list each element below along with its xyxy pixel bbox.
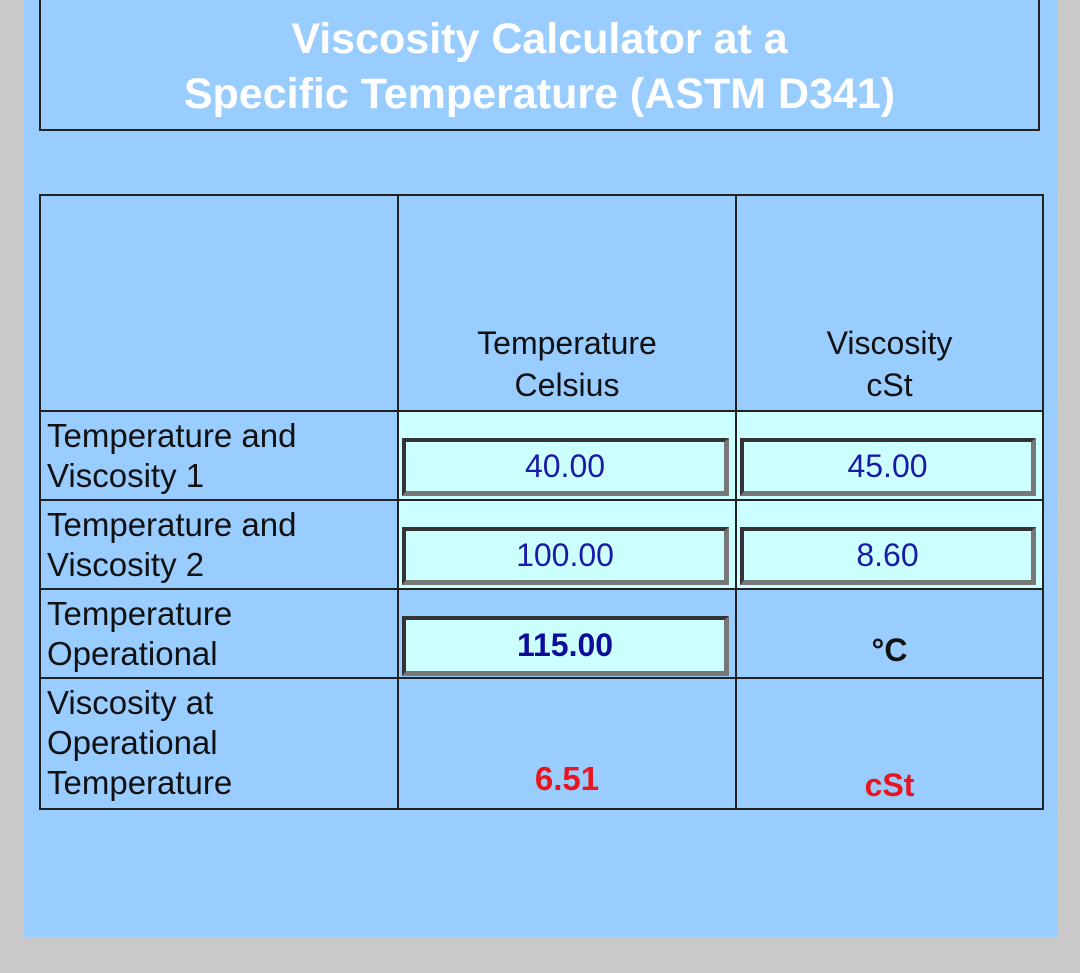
calculator-table: Temperature Celsius Viscosity cSt Temper… <box>39 194 1044 810</box>
row-2-label: Temperature and Viscosity 2 <box>39 499 399 590</box>
viscosity-2-input[interactable] <box>744 537 1031 574</box>
header-temperature-title: Temperature <box>477 325 657 361</box>
table-row-1: Temperature and Viscosity 1 <box>39 410 1044 501</box>
title-box: Viscosity Calculator at a Specific Tempe… <box>39 0 1040 131</box>
row-2-label-line-2: Viscosity 2 <box>47 545 205 583</box>
result-label: Viscosity at Operational Temperature <box>39 677 399 810</box>
operational-label-line-1: Temperature <box>47 594 233 632</box>
operational-temperature-input[interactable] <box>406 627 724 664</box>
temperature-2-field[interactable] <box>402 527 729 585</box>
result-label-line-3: Temperature <box>47 764 233 801</box>
result-label-line-1: Viscosity at <box>47 684 214 721</box>
operational-row: Temperature Operational °C <box>39 588 1044 679</box>
viscosity-1-field[interactable] <box>740 438 1036 496</box>
temperature-1-field[interactable] <box>402 438 729 496</box>
operational-temperature-cell <box>397 588 737 679</box>
row-1-label: Temperature and Viscosity 1 <box>39 410 399 501</box>
row-1-label-line-1: Temperature and <box>47 416 297 454</box>
viscosity-1-input[interactable] <box>744 448 1031 485</box>
header-viscosity: Viscosity cSt <box>735 194 1044 412</box>
row-1-temperature-cell <box>397 410 737 501</box>
result-value: 6.51 <box>397 677 737 810</box>
operational-temperature-field[interactable] <box>402 616 729 676</box>
operational-label-line-2: Operational <box>47 634 218 672</box>
temperature-2-input[interactable] <box>406 537 724 574</box>
operational-unit: °C <box>735 588 1044 679</box>
operational-label: Temperature Operational <box>39 588 399 679</box>
row-1-viscosity-cell <box>735 410 1044 501</box>
page-title: Viscosity Calculator at a Specific Tempe… <box>184 12 895 122</box>
header-empty-cell <box>39 194 399 412</box>
viscosity-2-field[interactable] <box>740 527 1036 585</box>
header-temperature-unit: Celsius <box>514 367 620 403</box>
title-line-2: Specific Temperature (ASTM D341) <box>183 69 896 118</box>
result-unit: cSt <box>735 677 1044 810</box>
row-1-label-line-2: Viscosity 1 <box>47 456 205 494</box>
header-viscosity-title: Viscosity <box>826 325 953 361</box>
table-row-2: Temperature and Viscosity 2 <box>39 499 1044 590</box>
header-viscosity-unit: cSt <box>866 367 913 403</box>
header-temperature: Temperature Celsius <box>397 194 737 412</box>
row-2-viscosity-cell <box>735 499 1044 590</box>
result-label-line-2: Operational <box>47 724 218 761</box>
temperature-1-input[interactable] <box>406 448 724 485</box>
row-2-temperature-cell <box>397 499 737 590</box>
header-row: Temperature Celsius Viscosity cSt <box>39 194 1044 412</box>
row-2-label-line-1: Temperature and <box>47 505 297 543</box>
result-row: Viscosity at Operational Temperature 6.5… <box>39 677 1044 810</box>
title-line-1: Viscosity Calculator at a <box>291 14 788 63</box>
